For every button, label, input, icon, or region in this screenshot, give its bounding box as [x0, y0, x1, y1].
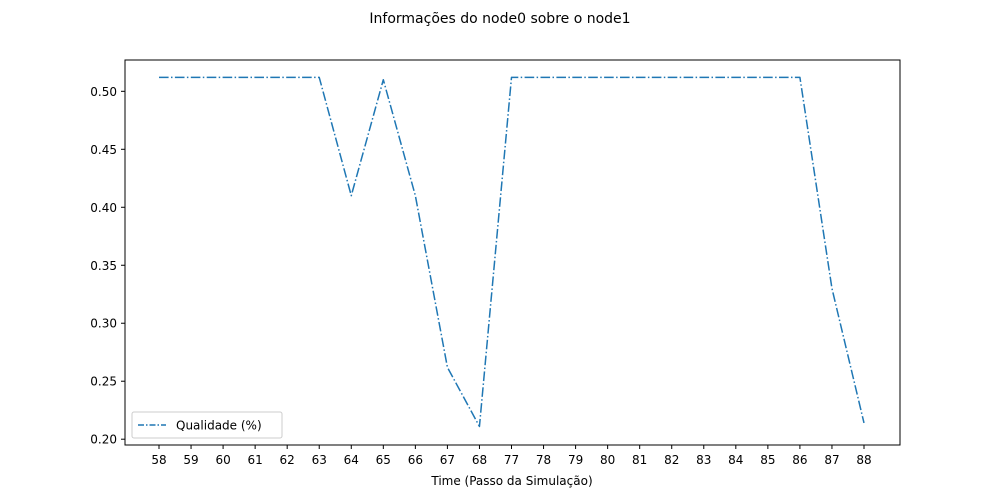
legend-box	[131, 411, 283, 439]
y-tick-label: 0.40	[90, 201, 117, 215]
y-tick-label: 0.45	[90, 143, 117, 157]
y-tick-label: 0.25	[90, 375, 117, 389]
y-tick-label: 0.30	[90, 317, 117, 331]
x-tick-label: 65	[376, 453, 391, 467]
chart-title: Informações do node0 sobre o node1	[369, 11, 630, 27]
legend: Qualidade (%)	[131, 411, 283, 439]
x-tick-label: 63	[312, 453, 327, 467]
series-line-0	[159, 76, 865, 428]
x-tick-label: 60	[215, 453, 230, 467]
x-tick-label: 62	[280, 453, 295, 467]
legend-entry-label: Qualidade (%)	[176, 419, 262, 433]
x-tick-label: 87	[824, 453, 839, 467]
x-tick-label: 84	[728, 453, 743, 467]
x-tick-label: 85	[760, 453, 775, 467]
y-tick-label: 0.35	[90, 259, 117, 273]
x-tick-label: 79	[568, 453, 583, 467]
x-tick-label: 68	[472, 453, 487, 467]
plot-area-frame	[124, 59, 901, 446]
y-axis: 0.20 0.25 0.30 0.35 0.40 0.45 0.50	[90, 85, 125, 447]
x-tick-label: 82	[664, 453, 679, 467]
x-tick-label: 80	[600, 453, 615, 467]
y-tick-label: 0.20	[90, 433, 117, 447]
x-tick-label: 58	[151, 453, 166, 467]
x-axis-label: Time (Passo da Simulação)	[430, 474, 592, 488]
x-tick-label: 59	[183, 453, 198, 467]
x-tick-label: 77	[504, 453, 519, 467]
x-tick-label: 67	[440, 453, 455, 467]
x-tick-label: 83	[696, 453, 711, 467]
x-tick-label: 66	[408, 453, 423, 467]
x-tick-label: 81	[632, 453, 647, 467]
x-tick-label: 61	[247, 453, 262, 467]
y-tick-label: 0.50	[90, 85, 117, 99]
x-tick-label: 88	[856, 453, 871, 467]
x-tick-label: 86	[792, 453, 807, 467]
x-axis: 58 59 60 61 62 63 64 65 66 67 68 77 78 79 80 81 82 83 84 85…	[151, 445, 872, 467]
x-tick-label: 78	[536, 453, 551, 467]
series-layer	[158, 76, 865, 428]
x-tick-label: 64	[344, 453, 359, 467]
